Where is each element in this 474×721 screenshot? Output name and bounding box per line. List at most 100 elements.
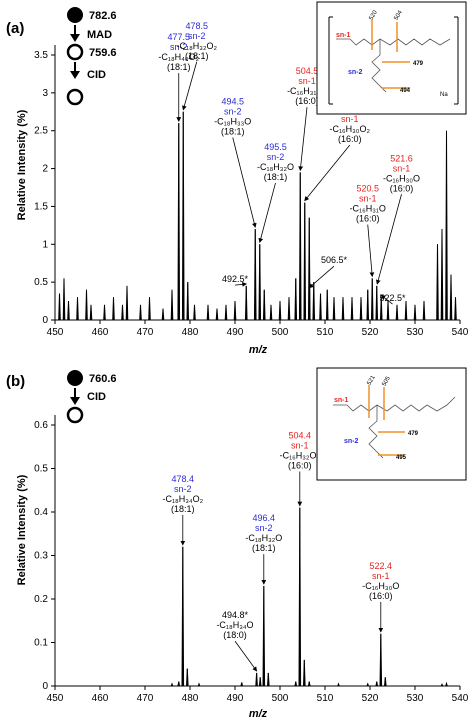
annotation-line: -C₁₆H₃₁O₂	[287, 86, 327, 96]
peak-annotation: 494.8*-C₁₈H₃₄O(18:0)	[216, 610, 258, 672]
precursor-ion-marker-b	[67, 370, 83, 386]
panel-b-annotations: 478.4sn-2-C₁₈H₃₄O₂(18:1)496.4sn-2-C₁₈H₃₂…	[162, 431, 399, 672]
scheme-ion-2: 759.6	[89, 47, 117, 59]
annotation-line: -C₁₆H₃₀O	[362, 581, 399, 591]
annotation-line: 506.5*	[321, 255, 348, 265]
inset-b-m1: 521	[367, 374, 378, 386]
panel-a-ylabel: Relative Intensity (%)	[16, 109, 28, 220]
annotation-arrow	[298, 107, 308, 172]
scheme-step-1: MAD	[87, 29, 112, 41]
annotation-line: sn-2	[188, 31, 206, 41]
inset-a-charge: Na	[440, 92, 448, 98]
panel-b-scheme: 760.6 CID	[66, 370, 117, 424]
y-tick-label: 3.5	[34, 50, 48, 61]
inset-b-sn1: sn-1	[334, 397, 349, 404]
annotation-line: (18:1)	[252, 543, 276, 553]
scheme-b-step-1: CID	[87, 391, 106, 403]
y-tick-label: 1.5	[34, 201, 48, 212]
inset-b-m4: 495	[396, 455, 407, 461]
y-tick-label: 2	[42, 164, 48, 175]
annotation-arrow	[258, 182, 276, 244]
annotation-line: -C₁₆H₃₂O₂	[280, 451, 321, 461]
panel-b-label: (b)	[6, 373, 25, 390]
annotation-line: (18:1)	[185, 51, 209, 61]
inset-b-m3: 479	[408, 431, 419, 437]
annotation-arrow	[308, 265, 335, 289]
inset-a-m1: 520	[369, 9, 380, 21]
x-tick-label: 510	[317, 327, 334, 338]
peak-annotation: 494.5sn-2-C₁₈H₃₃O(18:1)	[214, 97, 257, 228]
annotation-line: 504.5	[296, 66, 319, 76]
peak-annotation: 520.5sn-1-C₁₆H₃₁O(16:0)	[350, 184, 386, 278]
fragment-ion-marker	[66, 88, 84, 106]
annotation-line: -C₁₈H₃₂O	[245, 533, 282, 543]
y-tick-label: 0	[42, 681, 48, 692]
panel-b-xlabel: m/z	[249, 708, 268, 720]
panel-a: (a) Relative Intensity (%) m/z 450 460 470…	[6, 1, 469, 356]
annotation-line: 478.4	[172, 474, 195, 484]
x-tick-label: 450	[47, 327, 64, 338]
y-tick-label: 0	[42, 315, 48, 326]
product-ion-marker	[66, 43, 84, 61]
x-tick-label: 480	[182, 693, 199, 704]
annotation-line: -C₁₈H₃₄O₂	[162, 494, 203, 504]
peak-annotation: 504.5sn-1-C₁₆H₃₁O₂(16:0)	[287, 66, 327, 172]
peak-annotation: 478.4sn-2-C₁₈H₃₄O₂(18:1)	[162, 474, 204, 546]
annotation-line: 477.5	[167, 32, 190, 42]
panel-a-peaks	[59, 111, 456, 320]
x-tick-label: 530	[407, 327, 424, 338]
x-tick-label: 450	[47, 693, 64, 704]
annotation-arrow	[304, 144, 351, 202]
inset-a-sn2: sn-2	[348, 69, 363, 76]
annotation-line: sn-1	[298, 76, 316, 86]
y-tick-label: 0.5	[34, 464, 48, 475]
annotation-line: -C₁₈H₃₃O	[214, 117, 251, 127]
y-tick-label: 0.6	[34, 420, 48, 431]
annotation-line: (16:0)	[288, 461, 312, 471]
annotation-line: (16:0)	[338, 134, 362, 144]
annotation-line: (16:0)	[369, 591, 393, 601]
annotation-line: 478.5	[185, 21, 208, 31]
annotation-line: sn-1	[393, 163, 411, 173]
annotation-line: (18:1)	[221, 127, 245, 137]
panel-a-spectrum-line	[55, 111, 460, 321]
scheme-ion-1: 782.6	[89, 10, 117, 22]
annotation-line: 494.5	[221, 97, 244, 107]
arrow-head-icon-2	[70, 71, 80, 79]
panel-a-scheme: 782.6 MAD 759.6 CID	[66, 7, 117, 106]
annotation-arrow	[232, 137, 257, 228]
inset-b-m2: 505	[382, 375, 393, 387]
annotation-line: sn-2	[170, 42, 188, 52]
precursor-ion-marker	[67, 7, 83, 23]
panel-a-ticks: 450 460 470 480 490 500 510 520 530 540 0 0.5 1 1.5 2 2…	[34, 45, 469, 338]
x-tick-label: 490	[227, 327, 244, 338]
annotation-line: 520.5	[356, 184, 379, 194]
annotation-line: 494.8*	[222, 610, 249, 620]
annotation-line: 495.5	[264, 142, 287, 152]
x-tick-label: 540	[452, 693, 469, 704]
y-tick-label: 0.5	[34, 277, 48, 288]
inset-a-m2: 504	[394, 9, 405, 21]
inset-a-m4: 494	[400, 88, 411, 94]
x-tick-label: 520	[362, 693, 379, 704]
annotation-line: sn-2	[267, 152, 285, 162]
scheme-step-2: CID	[87, 69, 106, 81]
x-tick-label: 530	[407, 693, 424, 704]
peak-annotation: 521.6sn-1-C₁₆H₃₀O(16:0)	[375, 153, 420, 285]
annotation-line: sn-1	[359, 194, 377, 204]
x-tick-label: 460	[92, 693, 109, 704]
annotation-line: sn-1	[372, 571, 390, 581]
annotation-line: sn-2	[174, 484, 192, 494]
annotation-line: 496.4	[253, 513, 276, 523]
x-tick-label: 490	[227, 693, 244, 704]
inset-a-m3: 479	[413, 61, 424, 67]
annotation-arrow	[234, 640, 258, 672]
panel-b-structure-inset: sn-1 sn-2 521 505 479 495	[316, 367, 467, 481]
annotation-line: 492.5*	[222, 274, 249, 284]
y-tick-label: 0.1	[34, 638, 48, 649]
annotation-line: sn-2	[255, 523, 273, 533]
peak-annotation: 506.5*	[308, 255, 348, 289]
scheme-b-ion-1: 760.6	[89, 373, 117, 385]
x-tick-label: 470	[137, 693, 154, 704]
